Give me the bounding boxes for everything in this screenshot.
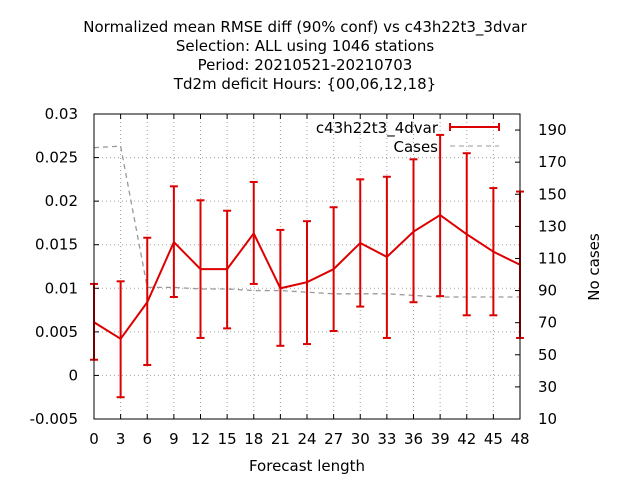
right-axis-tick-labels: 10 30 50 70 90 110 130 150 170 190 <box>538 121 567 428</box>
y-tick-label: 0 <box>68 366 78 384</box>
x-axis-label: Forecast length <box>249 457 365 475</box>
y-tick-label: 0.005 <box>35 323 78 341</box>
x-tick-label: 42 <box>457 430 476 448</box>
main-series <box>90 133 524 399</box>
y2-tick-label: 150 <box>538 185 567 203</box>
x-tick-label: 30 <box>351 430 370 448</box>
y2-tick-label: 110 <box>538 249 567 267</box>
y2-axis-label: No cases <box>585 233 603 301</box>
y-tick-label: 0.03 <box>45 105 78 123</box>
x-tick-label: 6 <box>142 430 152 448</box>
x-tick-label: 24 <box>297 430 316 448</box>
legend-sample-main <box>449 123 500 131</box>
title-line-4: Td2m deficit Hours: {00,06,12,18} <box>173 75 436 93</box>
x-tick-label: 45 <box>484 430 503 448</box>
y-tick-label: 0.02 <box>45 192 78 210</box>
y2-tick-label: 10 <box>538 410 557 428</box>
legend-label-cases: Cases <box>393 138 438 156</box>
legend-label-main: c43h22t3_4dvar <box>316 119 439 138</box>
y2-tick-label: 30 <box>538 378 557 396</box>
x-tick-label: 48 <box>510 430 529 448</box>
left-axis-tick-labels: -0.005 0 0.005 0.01 0.015 0.02 0.025 0.03 <box>30 105 78 428</box>
x-tick-label: 15 <box>218 430 237 448</box>
x-tick-label: 21 <box>271 430 290 448</box>
axis-ticks <box>93 113 521 420</box>
title-line-3: Period: 20210521-20210703 <box>198 56 413 74</box>
y-tick-label: 0.01 <box>45 279 78 297</box>
x-tick-label: 36 <box>404 430 423 448</box>
y-tick-label: 0.015 <box>35 236 78 254</box>
title-line-2: Selection: ALL using 1046 stations <box>176 37 435 55</box>
x-tick-label: 3 <box>116 430 126 448</box>
x-tick-label: 27 <box>324 430 343 448</box>
title-block: Normalized mean RMSE diff (90% conf) vs … <box>83 18 527 93</box>
title-line-1: Normalized mean RMSE diff (90% conf) vs … <box>83 18 527 37</box>
y2-tick-label: 50 <box>538 346 557 364</box>
y2-tick-label: 190 <box>538 121 567 139</box>
y2-tick-label: 170 <box>538 153 567 171</box>
x-tick-label: 33 <box>377 430 396 448</box>
x-tick-label: 39 <box>431 430 450 448</box>
main-line <box>93 213 521 341</box>
y2-tick-label: 130 <box>538 217 567 235</box>
y2-tick-label: 90 <box>538 282 557 300</box>
x-axis-tick-labels: 0 3 6 9 12 15 18 21 24 27 30 33 36 39 42 45 48 <box>89 430 529 448</box>
y2-tick-label: 70 <box>538 314 557 332</box>
cases-series <box>93 145 520 298</box>
x-tick-label: 9 <box>169 430 179 448</box>
x-tick-label: 12 <box>191 430 210 448</box>
y-tick-label: -0.005 <box>30 410 78 428</box>
x-tick-label: 18 <box>244 430 263 448</box>
cases-line <box>93 145 520 298</box>
x-tick-label: 0 <box>89 430 99 448</box>
legend: c43h22t3_4dvar Cases <box>316 119 500 156</box>
y-tick-label: 0.025 <box>35 149 78 167</box>
